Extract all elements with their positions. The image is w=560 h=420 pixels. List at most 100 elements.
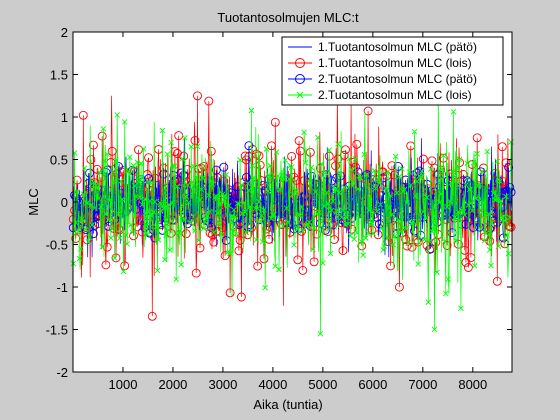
- data-point: [298, 265, 308, 275]
- data-point: [420, 208, 427, 215]
- data-point: [461, 212, 468, 218]
- data-point: [220, 193, 227, 200]
- data-point: [401, 235, 411, 244]
- data-point: [207, 208, 213, 215]
- data-point: [193, 173, 200, 180]
- data-point: [107, 146, 117, 156]
- data-point: [368, 220, 375, 226]
- data-point: [361, 151, 368, 158]
- data-point: [96, 169, 103, 176]
- data-point: [497, 142, 507, 152]
- data-point: [235, 235, 245, 245]
- legend-item: 2.Tuotantosolmun MLC (lois): [288, 88, 472, 102]
- data-point: [386, 204, 393, 211]
- data-point: [197, 196, 203, 203]
- data-point: [407, 182, 414, 188]
- data-point: [490, 190, 497, 197]
- data-point: [291, 242, 297, 248]
- data-point: [174, 183, 181, 190]
- data-point: [121, 119, 128, 125]
- data-point: [426, 238, 433, 245]
- data-point: [233, 230, 240, 237]
- data-point: [115, 210, 122, 217]
- data-point: [376, 180, 383, 187]
- data-point: [267, 162, 274, 169]
- data-point: [126, 154, 133, 161]
- data-point: [81, 165, 88, 172]
- data-point: [352, 139, 362, 149]
- data-point: [407, 242, 417, 252]
- data-point: [385, 235, 391, 241]
- data-point: [192, 227, 198, 234]
- data-point: [160, 205, 167, 212]
- data-point: [271, 211, 277, 218]
- data-point: [263, 218, 273, 228]
- data-point: [251, 149, 261, 159]
- data-point: [100, 125, 107, 132]
- data-point: [113, 157, 119, 163]
- series-line: [72, 88, 513, 334]
- data-point: [471, 213, 481, 223]
- data-point: [122, 189, 132, 199]
- data-point: [106, 197, 113, 204]
- data-point: [190, 163, 197, 170]
- data-point: [362, 235, 369, 241]
- data-point: [461, 219, 471, 229]
- legend-label: 2.Tuotantosolmun MLC (lois): [318, 88, 472, 102]
- data-point: [88, 140, 98, 150]
- data-point: [449, 168, 455, 175]
- data-point: [259, 254, 269, 264]
- data-point: [294, 225, 301, 232]
- data-point: [393, 161, 403, 171]
- data-point: [204, 96, 214, 106]
- chart-title: Tuotantosolmujen MLC:t: [217, 10, 359, 25]
- data-point: [202, 219, 208, 225]
- data-point: [110, 179, 117, 185]
- data-point: [313, 211, 320, 217]
- data-point: [355, 185, 361, 192]
- data-point: [315, 134, 321, 141]
- data-point: [328, 207, 335, 214]
- data-point: [307, 180, 314, 186]
- data-point: [322, 169, 329, 176]
- data-point: [84, 200, 90, 206]
- data-point: [209, 237, 219, 247]
- data-point: [276, 266, 282, 273]
- data-point: [474, 150, 481, 157]
- data-point: [374, 208, 380, 215]
- data-point: [389, 211, 395, 218]
- data-point: [246, 187, 252, 194]
- data-point: [249, 162, 256, 169]
- data-point: [453, 186, 463, 196]
- data-point: [372, 185, 379, 192]
- data-point: [178, 261, 185, 268]
- data-point: [222, 193, 228, 199]
- data-point: [71, 234, 81, 243]
- data-point: [89, 222, 95, 228]
- data-point: [219, 162, 229, 172]
- legend-label: 1.Tuotantosolmun MLC (pätö): [318, 40, 477, 54]
- y-tick-label: 2: [61, 25, 68, 40]
- data-point: [415, 261, 422, 267]
- data-point: [308, 164, 315, 171]
- data-point: [365, 230, 371, 237]
- data-point: [341, 184, 348, 191]
- data-point: [244, 180, 251, 187]
- data-point: [505, 250, 512, 257]
- data-point: [98, 203, 104, 210]
- data-point: [442, 290, 449, 297]
- data-point: [293, 255, 303, 265]
- data-point: [468, 200, 474, 207]
- data-point: [217, 200, 223, 207]
- data-point: [125, 168, 132, 175]
- data-point: [360, 252, 366, 259]
- data-point: [493, 196, 499, 203]
- data-point: [75, 228, 82, 235]
- data-point: [476, 181, 483, 188]
- data-point: [266, 172, 272, 178]
- data-point: [270, 117, 280, 127]
- data-point: [472, 133, 482, 143]
- data-point: [431, 326, 438, 333]
- data-point: [480, 200, 487, 206]
- data-point: [103, 211, 109, 217]
